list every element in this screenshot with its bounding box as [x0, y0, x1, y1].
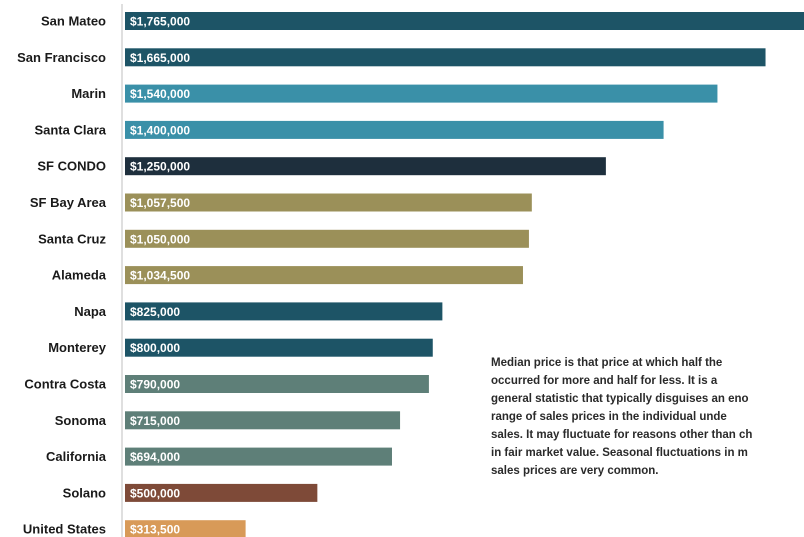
bar-alameda — [125, 266, 523, 285]
bar-napa — [125, 302, 443, 321]
category-label: San Francisco — [17, 50, 106, 65]
bar-san-mateo — [125, 12, 804, 30]
bars-group: San Mateo $1,765,000 San Francisco $1,665,0… — [17, 12, 804, 537]
bar-sf-bay-area — [125, 193, 532, 212]
category-label: Sonoma — [55, 413, 107, 428]
note-line: sales prices are very common. — [491, 465, 659, 477]
category-label: San Mateo — [41, 14, 106, 29]
category-label: California — [46, 449, 107, 464]
bar-sf-condo — [125, 157, 606, 176]
value-label: $1,665,000 — [130, 51, 190, 65]
note-line: range of sales prices in the individual … — [491, 411, 727, 423]
bar-solano — [125, 483, 318, 502]
category-label: Santa Clara — [34, 122, 106, 137]
note-line: general statistic that typically disguis… — [491, 393, 749, 405]
bar-california — [125, 447, 392, 466]
value-label: $694,000 — [130, 450, 180, 464]
value-label: $825,000 — [130, 305, 180, 319]
note-line: occurred for more and half for less. It … — [491, 375, 718, 387]
note-line: in fair market value. Seasonal fluctuati… — [491, 447, 748, 459]
bar-united-states — [125, 520, 246, 537]
category-label: Alameda — [52, 268, 107, 283]
value-label: $1,057,500 — [130, 196, 190, 210]
value-label: $1,034,500 — [130, 269, 190, 283]
value-label: $500,000 — [130, 486, 180, 500]
value-label: $1,400,000 — [130, 123, 190, 137]
category-label: SF CONDO — [37, 159, 106, 174]
value-label: $1,050,000 — [130, 232, 190, 246]
category-label: Monterey — [48, 340, 107, 355]
value-label: $1,540,000 — [130, 87, 190, 101]
bar-marin — [125, 84, 718, 103]
bar-santa-cruz — [125, 229, 529, 248]
category-label: SF Bay Area — [30, 195, 107, 210]
bar-sonoma — [125, 411, 401, 430]
note-line: sales. It may fluctuate for reasons othe… — [491, 429, 753, 441]
median-price-note: Median price is that price at which half… — [491, 354, 804, 480]
value-label: $800,000 — [130, 341, 180, 355]
value-label: $715,000 — [130, 414, 180, 428]
category-label: United States — [23, 522, 106, 537]
value-label: $790,000 — [130, 378, 180, 392]
category-label: Solano — [63, 485, 106, 500]
category-label: Santa Cruz — [38, 231, 106, 246]
value-label: $313,500 — [130, 523, 180, 537]
value-label: $1,765,000 — [130, 15, 190, 29]
bar-santa-clara — [125, 120, 664, 139]
category-label: Marin — [71, 86, 106, 101]
category-label: Contra Costa — [24, 377, 106, 392]
bar-monterey — [125, 338, 433, 357]
value-label: $1,250,000 — [130, 160, 190, 174]
category-label: Napa — [74, 304, 107, 319]
bar-san-francisco — [125, 48, 766, 67]
bar-contra-costa — [125, 375, 429, 393]
note-line: Median price is that price at which half… — [491, 357, 723, 369]
